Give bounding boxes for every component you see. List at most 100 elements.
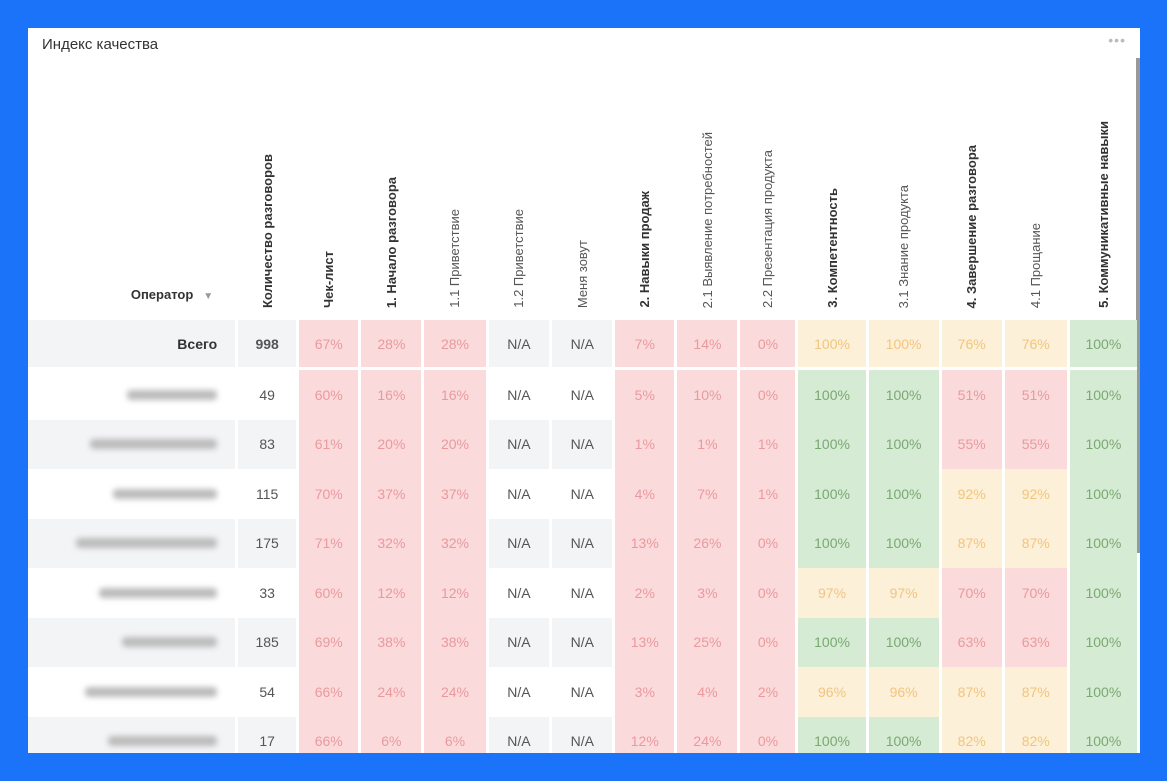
count-cell: 115 [256, 485, 279, 502]
score-cell: N/A [507, 683, 531, 700]
blurred-operator-name [99, 587, 218, 598]
blurred-operator-name [108, 736, 218, 747]
table-row[interactable]: 185 69% 38% 38% N/A N/A 13% 25% 0% 100% 100% 63% 63%… [28, 617, 1137, 667]
score-cell: N/A [552, 716, 613, 753]
table-row[interactable]: 49 60% 16% 16% N/A N/A 5% 10% 0% 100% 100% 51% 51% 10… [28, 370, 1137, 420]
score-cell: 51% [1004, 370, 1067, 420]
score-cell: 100% [1069, 370, 1137, 420]
score-cell: 87% [941, 667, 1002, 717]
score-cell: 38% [424, 617, 486, 667]
score-cell: 25% [677, 617, 738, 667]
score-cell: 66% [299, 667, 359, 717]
score-cell: 37% [361, 469, 422, 519]
column-header[interactable]: 1.2 Приветствие [489, 76, 550, 320]
operator-cell: Всего [28, 320, 236, 370]
column-header[interactable]: Чек-лист [299, 76, 358, 320]
table-row[interactable]: 33 60% 12% 12% N/A N/A 2% 3% 0% 97% 97% 70% 70% 100% [28, 568, 1137, 618]
blurred-operator-name [113, 488, 218, 499]
column-header[interactable]: 5. Коммуникативные навыки [1070, 76, 1137, 320]
operator-cell [28, 568, 235, 618]
score-cell: 100% [1069, 518, 1137, 568]
score-cell: 100% [798, 716, 866, 753]
column-header[interactable]: 2.2 Презентация продукта [740, 76, 795, 320]
score-cell: 100% [798, 320, 866, 370]
count-cell: 49 [259, 386, 275, 403]
score-cell: 0% [740, 716, 796, 753]
column-label: Количество разговоров [259, 154, 275, 308]
column-header[interactable]: 3.1 Знание продукта [869, 76, 939, 320]
column-header[interactable]: 2. Навыки продаж [615, 76, 674, 320]
score-cell: 92% [1004, 469, 1067, 519]
column-header[interactable]: 4.1 Прощание [1005, 76, 1067, 320]
count-cell: 998 [238, 320, 297, 370]
column-label: 2. Навыки продаж [637, 191, 653, 308]
count-cell: 54 [259, 683, 275, 700]
column-header-operator[interactable]: Оператор ▼ [28, 76, 235, 320]
column-label: 2.2 Презентация продукта [760, 150, 776, 308]
column-header[interactable]: 3. Компетентность [798, 76, 865, 320]
widget-title: Индекс качества [42, 36, 159, 53]
score-cell: 100% [1069, 667, 1137, 717]
score-cell: 87% [1004, 518, 1067, 568]
score-cell: 4% [615, 469, 675, 519]
column-header[interactable]: Меня зовут [552, 76, 612, 320]
score-cell: 67% [299, 320, 359, 370]
score-cell: 5% [615, 370, 675, 420]
more-horizontal-icon[interactable]: ••• [1108, 32, 1126, 48]
count-cell: 17 [238, 716, 297, 753]
score-cell: 100% [868, 617, 939, 667]
score-cell: 2% [615, 568, 675, 618]
score-cell: 1% [740, 419, 796, 469]
table-row[interactable]: 115 70% 37% 37% N/A N/A 4% 7% 1% 100% 100% 92% 92% 10… [28, 469, 1137, 519]
count-cell: 83 [238, 419, 297, 469]
score-cell: N/A [488, 419, 550, 469]
score-cell: N/A [507, 386, 531, 403]
score-cell: 70% [941, 568, 1002, 618]
column-header[interactable]: Количество разговоров [238, 76, 296, 320]
column-header[interactable]: 1. Начало разговора [361, 76, 421, 320]
score-cell: 6% [361, 716, 422, 753]
column-label: 5. Коммуникативные навыки [1095, 121, 1111, 308]
score-cell: 24% [424, 667, 486, 717]
operator-cell [28, 419, 236, 469]
count-cell: 175 [238, 518, 297, 568]
score-cell: 100% [798, 419, 866, 469]
score-cell: 76% [1004, 320, 1067, 370]
score-cell: 32% [424, 518, 486, 568]
score-cell: N/A [570, 485, 594, 502]
score-cell: 0% [740, 320, 796, 370]
score-cell: 82% [941, 716, 1002, 753]
score-cell: N/A [570, 683, 594, 700]
score-cell: 60% [299, 370, 359, 420]
score-cell: 37% [424, 469, 486, 519]
table-row[interactable]: 83 61% 20% 20% N/A N/A 1% 1% 1% 100% 100% 55% 55% 100… [28, 419, 1137, 469]
caret-down-icon[interactable]: ▼ [203, 291, 214, 302]
vertical-scrollbar[interactable] [1136, 58, 1140, 553]
column-label: 4.1 Прощание [1028, 222, 1044, 308]
score-cell: 61% [299, 419, 359, 469]
quality-index-widget: Индекс качества ••• Оператор ▼ Количество … [28, 28, 1140, 753]
blurred-operator-name [85, 686, 218, 697]
table-row[interactable]: 17 66% 6% 6% N/A N/A 12% 24% 0% 100% 100% 82% 82% 100… [28, 716, 1137, 753]
column-label: 3.1 Знание продукта [896, 184, 912, 308]
score-cell: 16% [361, 370, 422, 420]
score-cell: 12% [361, 568, 422, 618]
total-row[interactable]: Всего 998 67% 28% 28% N/A N/A 7% 14% 0% 100% 100% 76… [28, 320, 1137, 370]
score-cell: 55% [1004, 419, 1067, 469]
column-header[interactable]: 2.1 Выявление потребностей [677, 76, 737, 320]
column-header[interactable]: 4. Завершение разговора [942, 76, 1002, 320]
column-header[interactable]: 1.1 Приветствие [424, 76, 485, 320]
score-cell: 87% [1004, 667, 1067, 717]
blurred-operator-name [76, 538, 218, 549]
score-cell: 71% [299, 518, 359, 568]
score-cell: 100% [1069, 716, 1137, 753]
table-row[interactable]: 175 71% 32% 32% N/A N/A 13% 26% 0% 100% 100% 87% 87%… [28, 518, 1137, 568]
score-cell: 100% [1069, 320, 1137, 370]
table-row[interactable]: 54 66% 24% 24% N/A N/A 3% 4% 2% 96% 96% 87% 87% 100% [28, 667, 1137, 717]
score-cell: 13% [615, 518, 675, 568]
blurred-operator-name [127, 389, 218, 400]
score-cell: 24% [361, 667, 422, 717]
score-cell: N/A [570, 584, 594, 601]
score-cell: 6% [424, 716, 486, 753]
score-cell: 100% [868, 370, 939, 420]
